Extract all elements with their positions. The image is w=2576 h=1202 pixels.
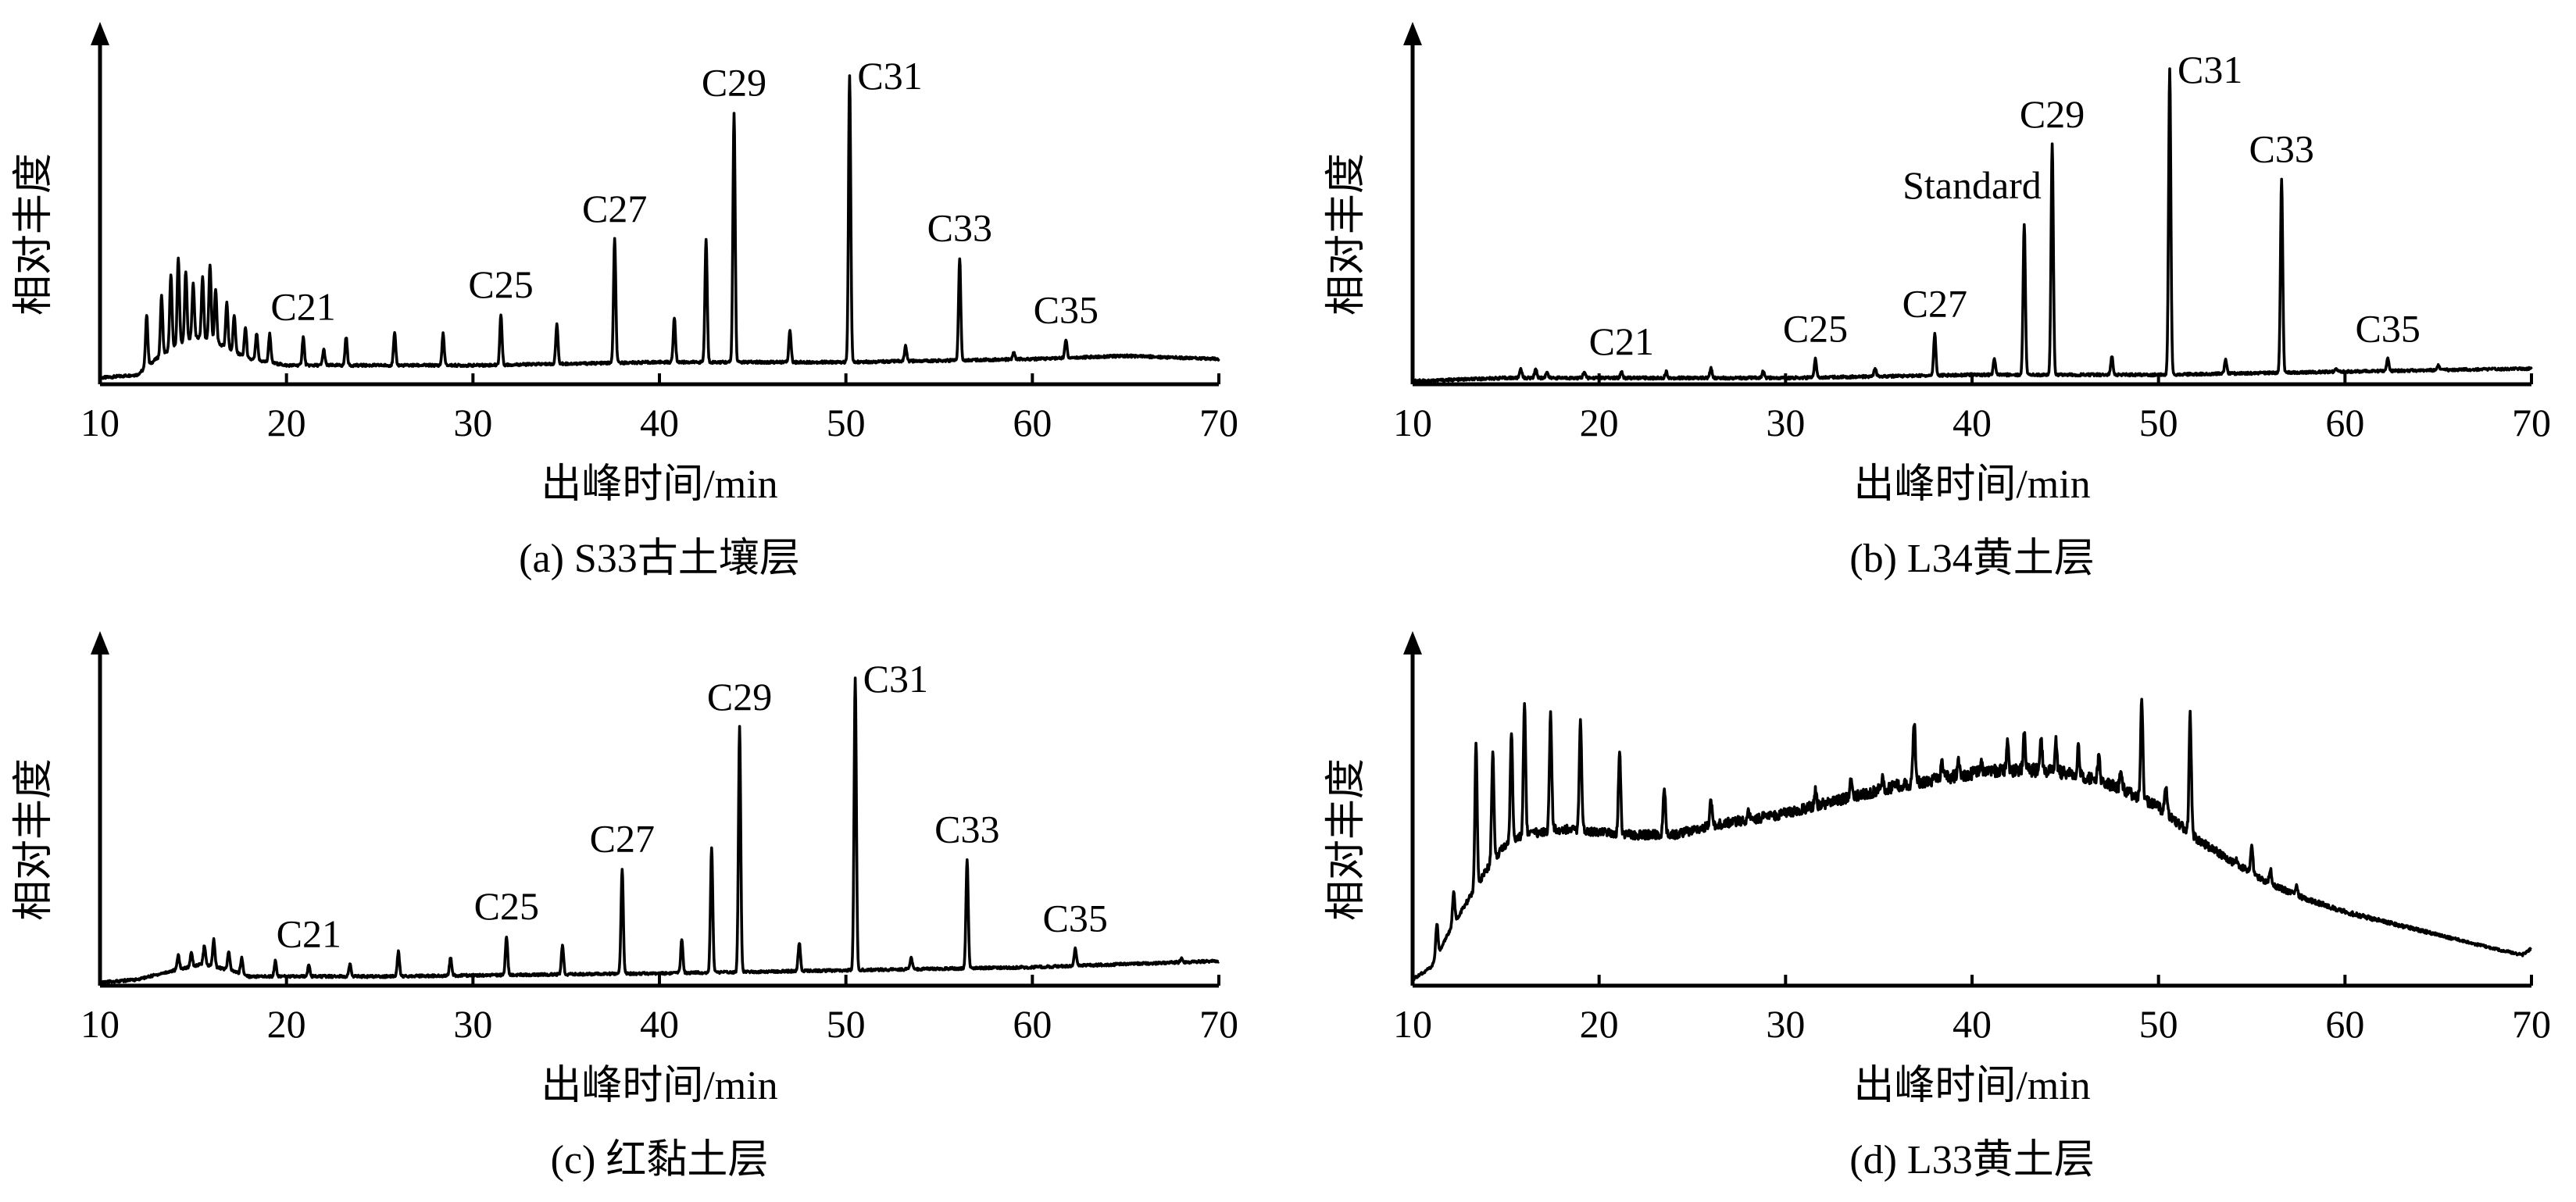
- x-tick-label: 20: [1580, 1002, 1619, 1046]
- x-tick-label: 70: [2512, 401, 2551, 444]
- chromatogram-trace: [1411, 697, 2533, 982]
- peak-label-c25: C25: [1783, 307, 1848, 351]
- y-axis-arrow: [91, 22, 109, 45]
- peak-label-c21: C21: [1589, 319, 1654, 363]
- x-tick-label: 20: [267, 401, 306, 444]
- x-axis-label: 出峰时间/min: [541, 1064, 777, 1108]
- peak-label-standard: Standard: [1903, 163, 2042, 207]
- panel-caption: (c) 红黏土层: [551, 1138, 769, 1182]
- x-tick-label: 70: [1199, 1002, 1238, 1046]
- peak-label-c25: C25: [474, 884, 539, 928]
- peak-label-c31: C31: [2178, 48, 2242, 91]
- x-axis-label: 出峰时间/min: [1853, 462, 2090, 507]
- chromatogram-trace: [98, 676, 1220, 986]
- x-axis-label: 出峰时间/min: [1853, 1064, 2090, 1108]
- panel-caption: (b) L34黄土层: [1849, 537, 2094, 581]
- panel-a: 10 20 30 40 50 60 70 出峰时间/min 相对丰度 (a) S33古土壤层 C21…: [12, 22, 1238, 581]
- peak-label-c21: C21: [277, 911, 341, 955]
- peak-label-c27: C27: [1903, 281, 1967, 325]
- x-tick-label: 30: [1766, 1002, 1805, 1046]
- peak-label-c33: C33: [2249, 127, 2314, 170]
- peak-label-c33: C33: [927, 205, 992, 249]
- x-tick-label: 10: [80, 401, 120, 444]
- chromatogram-trace: [1411, 67, 2533, 384]
- peak-label-c33: C33: [934, 808, 999, 851]
- x-tick-label: 50: [2139, 1002, 2178, 1046]
- x-tick-label: 40: [640, 1002, 679, 1046]
- y-axis-label: 相对丰度: [12, 153, 56, 316]
- x-tick-label: 60: [2325, 1002, 2364, 1046]
- x-axis-label: 出峰时间/min: [541, 462, 777, 507]
- y-axis-label: 相对丰度: [1324, 758, 1369, 921]
- x-tick-label: 40: [1953, 401, 1992, 444]
- peak-label-c35: C35: [1043, 897, 1108, 940]
- x-tick-label: 20: [267, 1002, 306, 1046]
- peak-label-c31: C31: [857, 54, 922, 98]
- x-tick-label: 40: [640, 401, 679, 444]
- x-tick-label: 60: [1013, 1002, 1052, 1046]
- y-axis-label: 相对丰度: [12, 758, 56, 921]
- panel-c: 10 20 30 40 50 60 70 出峰时间/min 相对丰度 (c) 红黏土层 C21 C25…: [12, 631, 1238, 1182]
- x-tick-label: 50: [827, 1002, 866, 1046]
- peak-label-c31: C31: [863, 657, 928, 701]
- peak-label-c25: C25: [468, 262, 533, 306]
- x-tick-label: 60: [1013, 401, 1052, 444]
- x-tick-label: 30: [453, 1002, 492, 1046]
- peak-label-c29: C29: [707, 675, 772, 719]
- x-tick-label: 50: [2139, 401, 2178, 444]
- panel-d: 10 20 30 40 50 60 70 出峰时间/min 相对丰度 (d) L33黄土层: [1324, 631, 2551, 1182]
- x-tick-label: 10: [1393, 401, 1432, 444]
- panel-caption: (a) S33古土壤层: [519, 537, 800, 581]
- x-tick-label: 70: [2512, 1002, 2551, 1046]
- y-axis-arrow: [1403, 631, 1422, 655]
- x-tick-label: 50: [827, 401, 866, 444]
- x-tick-label: 40: [1953, 1002, 1992, 1046]
- y-axis-arrow: [1403, 22, 1422, 45]
- panel-caption: (d) L33黄土层: [1849, 1138, 2094, 1182]
- peak-label-c21: C21: [270, 284, 335, 328]
- peak-label-c29: C29: [702, 61, 766, 105]
- panel-b: 10 20 30 40 50 60 70 出峰时间/min 相对丰度 (b) L34黄土层 C21 C…: [1324, 22, 2551, 581]
- y-axis-arrow: [91, 631, 109, 655]
- x-tick-label: 30: [453, 401, 492, 444]
- peak-label-c27: C27: [590, 816, 655, 860]
- x-tick-label: 10: [80, 1002, 120, 1046]
- y-axis-label: 相对丰度: [1324, 153, 1369, 316]
- x-tick-label: 70: [1199, 401, 1238, 444]
- x-tick-label: 30: [1766, 401, 1805, 444]
- peak-label-c35: C35: [1034, 287, 1099, 331]
- peak-label-c35: C35: [2356, 307, 2421, 351]
- peak-label-c29: C29: [2020, 92, 2085, 136]
- peak-label-c27: C27: [582, 187, 647, 230]
- x-tick-label: 10: [1393, 1002, 1432, 1046]
- x-tick-label: 60: [2325, 401, 2364, 444]
- chromatogram-trace: [98, 74, 1220, 381]
- x-tick-label: 20: [1580, 401, 1619, 444]
